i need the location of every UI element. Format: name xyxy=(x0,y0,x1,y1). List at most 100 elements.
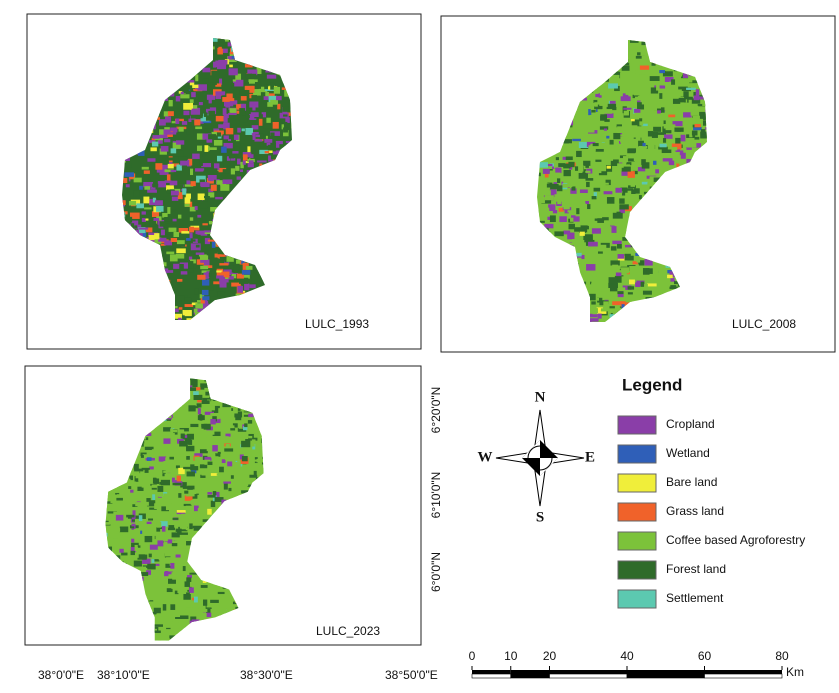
land-cover-patch xyxy=(187,471,195,476)
land-cover-patch xyxy=(195,74,198,81)
land-cover-patch xyxy=(116,498,123,501)
land-cover-patch xyxy=(200,182,207,186)
land-cover-patch xyxy=(227,461,232,466)
land-cover-patch xyxy=(131,539,134,543)
land-cover-patch xyxy=(254,434,258,438)
land-cover-patch xyxy=(175,296,184,301)
land-cover-patch xyxy=(664,124,670,129)
land-cover-patch xyxy=(218,592,225,594)
land-cover-patch xyxy=(650,107,657,111)
land-cover-patch xyxy=(214,140,222,146)
land-cover-patch xyxy=(239,278,248,284)
land-cover-patch xyxy=(609,308,617,313)
compass-letter: N xyxy=(535,389,546,405)
land-cover-patch xyxy=(581,249,589,254)
land-cover-patch xyxy=(162,526,166,532)
latitude-label: 6°0'0"N xyxy=(429,552,443,592)
scale-segment xyxy=(705,670,783,674)
land-cover-patch xyxy=(696,89,699,96)
land-cover-patch xyxy=(563,184,568,188)
land-cover-patch xyxy=(240,90,248,95)
land-cover-patch xyxy=(642,182,648,185)
land-cover-patch xyxy=(158,181,166,187)
land-cover-patch xyxy=(557,200,561,204)
land-cover-patch xyxy=(153,478,157,483)
land-cover-patch xyxy=(218,646,224,649)
land-cover-patch xyxy=(629,57,634,61)
land-cover-patch xyxy=(251,277,257,283)
land-cover-patch xyxy=(156,646,164,649)
land-cover-patch xyxy=(613,133,620,139)
land-cover-patch xyxy=(129,201,136,206)
land-cover-patch xyxy=(213,281,220,284)
land-cover-patch xyxy=(208,168,218,174)
land-cover-patch xyxy=(624,111,629,116)
land-cover-patch xyxy=(195,94,198,99)
land-cover-patch xyxy=(169,457,174,460)
land-cover-patch xyxy=(599,245,606,249)
land-cover-patch xyxy=(117,528,120,532)
land-cover-patch xyxy=(662,149,672,153)
land-cover-patch xyxy=(160,570,164,574)
land-cover-patch xyxy=(109,519,115,525)
land-cover-patch xyxy=(126,515,134,518)
land-cover-patch xyxy=(172,121,176,123)
land-cover-patch xyxy=(164,446,173,452)
land-cover-patch xyxy=(163,427,171,431)
land-cover-patch xyxy=(542,208,549,214)
land-cover-patch xyxy=(171,148,177,153)
land-cover-patch xyxy=(563,222,569,226)
land-cover-patch xyxy=(126,506,132,510)
land-cover-patch xyxy=(648,120,652,127)
land-cover-patch xyxy=(563,147,568,149)
land-cover-patch xyxy=(693,127,702,130)
land-cover-patch xyxy=(145,502,148,506)
land-cover-patch xyxy=(156,206,163,212)
land-cover-patch xyxy=(628,148,636,152)
land-cover-patch xyxy=(202,506,207,508)
land-cover-patch xyxy=(216,95,221,99)
land-cover-patch xyxy=(240,144,244,146)
land-cover-patch xyxy=(195,168,204,171)
land-cover-patch xyxy=(601,308,607,311)
longitude-label: 38°50'0"E xyxy=(385,668,438,682)
land-cover-patch xyxy=(223,492,230,496)
land-cover-patch xyxy=(668,84,672,90)
land-cover-patch xyxy=(178,493,181,498)
land-cover-patch xyxy=(121,553,127,556)
land-cover-patch xyxy=(183,111,189,115)
land-cover-patch xyxy=(177,279,182,282)
land-cover-patch xyxy=(617,244,622,249)
land-cover-patch xyxy=(631,252,635,256)
land-cover-patch xyxy=(566,156,573,160)
land-cover-patch xyxy=(177,579,181,583)
land-cover-patch xyxy=(190,424,198,427)
land-cover-patch xyxy=(248,420,252,424)
land-cover-patch xyxy=(253,134,256,140)
compass xyxy=(496,410,584,506)
land-cover-patch xyxy=(192,228,199,231)
land-cover-patch xyxy=(164,129,171,134)
land-cover-patch xyxy=(194,520,202,525)
land-cover-patch xyxy=(175,617,182,619)
land-cover-patch xyxy=(139,515,143,521)
legend-swatch xyxy=(618,445,656,463)
legend-swatch xyxy=(618,561,656,579)
land-cover-patch xyxy=(128,486,131,489)
land-cover-patch xyxy=(190,593,193,596)
land-cover-patch xyxy=(160,458,164,462)
land-cover-patch xyxy=(161,230,165,236)
land-cover-patch xyxy=(653,127,661,132)
land-cover-patch xyxy=(259,146,269,149)
land-cover-patch xyxy=(612,241,621,244)
land-cover-patch xyxy=(249,160,254,163)
land-cover-patch xyxy=(564,170,571,176)
land-cover-patch xyxy=(643,130,647,134)
land-cover-patch xyxy=(637,184,641,188)
land-cover-patch xyxy=(183,310,192,316)
land-cover-patch xyxy=(163,597,170,599)
land-cover-patch xyxy=(622,122,630,129)
land-cover-patch xyxy=(613,140,619,144)
land-cover-patch xyxy=(620,72,627,79)
land-cover-patch xyxy=(242,456,248,461)
